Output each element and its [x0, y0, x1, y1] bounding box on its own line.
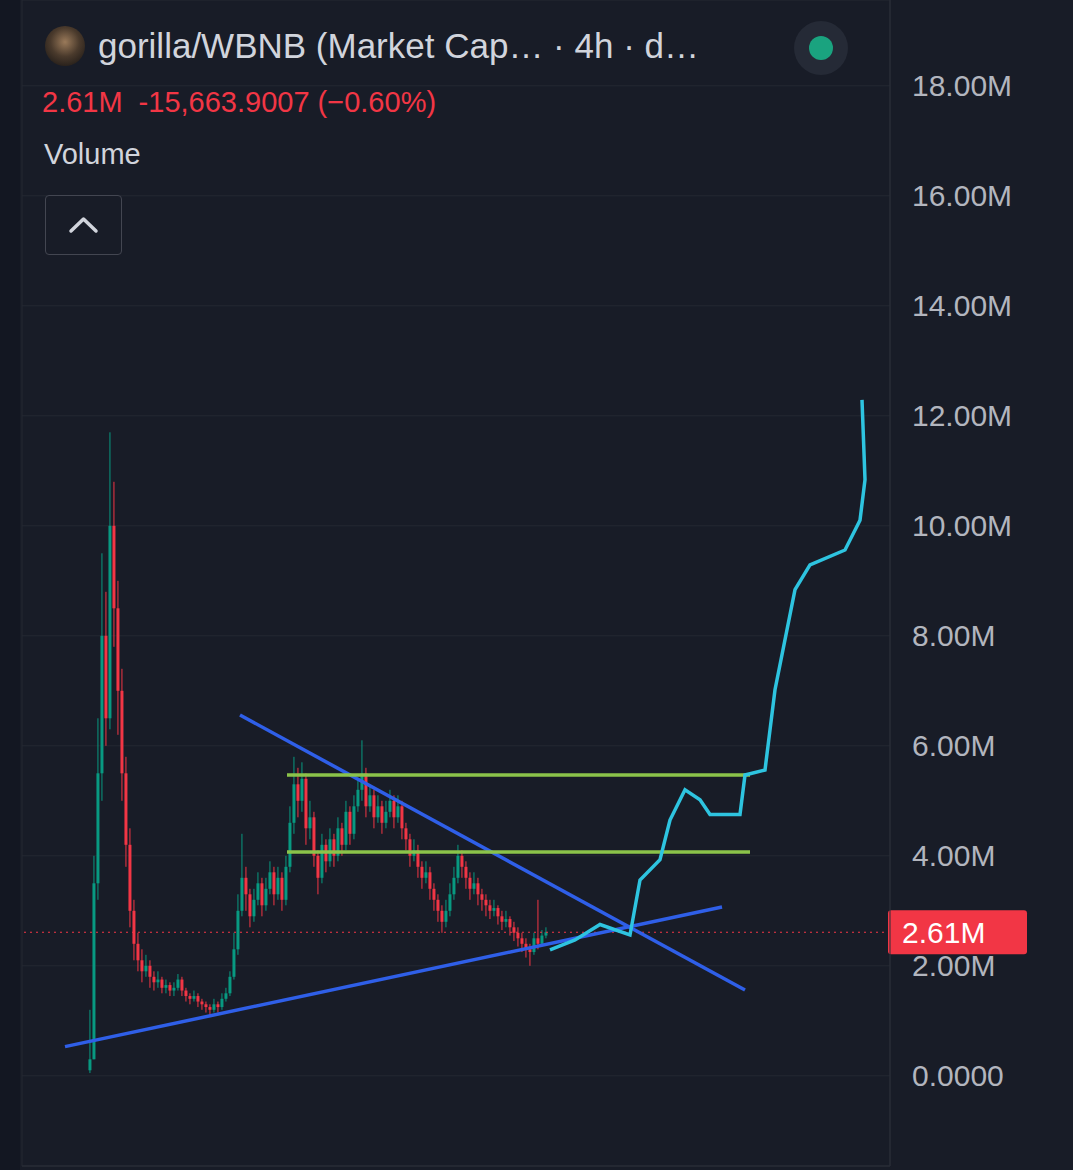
svg-text:2.00M: 2.00M	[912, 949, 995, 982]
html-text:Volume: Volume	[44, 138, 141, 170]
svg-text:10.00M: 10.00M	[912, 509, 1012, 542]
html-text:-15,663.9007 (−0.60%): -15,663.9007 (−0.60%)	[138, 86, 437, 118]
html-text:2.61M: 2.61M	[42, 86, 123, 118]
html-text:gorilla/WBNB (Market Cap… · 4h: gorilla/WBNB (Market Cap… · 4h · d…	[98, 26, 699, 65]
svg-text:12.00M: 12.00M	[912, 399, 1012, 432]
svg-text:18.00M: 18.00M	[912, 69, 1012, 102]
svg-text:2.61M: 2.61M	[902, 916, 985, 949]
svg-text:8.00M: 8.00M	[912, 619, 995, 652]
svg-text:4.00M: 4.00M	[912, 839, 995, 872]
svg-text:16.00M: 16.00M	[912, 179, 1012, 212]
svg-text:14.00M: 14.00M	[912, 289, 1012, 322]
svg-text:0.0000: 0.0000	[912, 1059, 1004, 1092]
svg-text:6.00M: 6.00M	[912, 729, 995, 762]
